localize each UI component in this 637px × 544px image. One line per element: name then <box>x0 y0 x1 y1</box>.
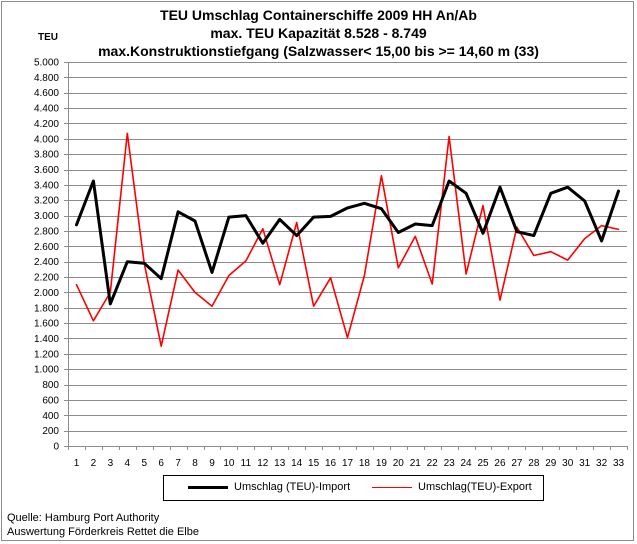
y-tick-label: 1.800 <box>34 303 59 314</box>
x-tick-label: 25 <box>477 458 489 469</box>
y-tick-label: 1.200 <box>34 349 59 360</box>
x-tick-label: 32 <box>596 458 608 469</box>
y-tick-label: 2.000 <box>34 288 59 299</box>
x-tick-label: 11 <box>241 458 252 469</box>
x-tick-label: 8 <box>192 458 198 469</box>
y-tick-label: 600 <box>42 395 59 406</box>
y-tick-label: 2.600 <box>34 242 59 253</box>
source-line-1: Quelle: Hamburg Port Authority <box>7 512 160 524</box>
axes <box>64 62 628 450</box>
x-tick-label: 21 <box>410 458 422 469</box>
y-tick-label: 800 <box>42 380 59 391</box>
y-axis-unit-label: TEU <box>38 32 58 43</box>
y-tick-label: 1.400 <box>34 334 59 345</box>
x-tick-label: 31 <box>579 458 591 469</box>
y-tick-label: 3.800 <box>34 150 59 161</box>
gridlines <box>68 62 627 432</box>
chart-title-line-3: max.Konstruktionstiefgang (Salzwasser< 1… <box>98 43 539 59</box>
x-tick-label: 5 <box>141 458 147 469</box>
legend-swatch-export <box>372 487 412 488</box>
x-tick-label: 15 <box>308 458 320 469</box>
series-lines <box>75 132 620 348</box>
x-tick-label: 16 <box>325 458 337 469</box>
y-tick-label: 2.200 <box>34 273 59 284</box>
y-tick-label: 3.600 <box>34 165 59 176</box>
legend-label-import: Umschlag (TEU)-Import <box>234 481 351 493</box>
x-tick-label: 4 <box>125 458 131 469</box>
y-tick-label: 0 <box>53 442 59 453</box>
x-tick-label: 28 <box>528 458 540 469</box>
x-tick-label: 30 <box>562 458 574 469</box>
x-tick-label: 17 <box>342 458 354 469</box>
x-tick-label: 24 <box>461 458 473 469</box>
y-tick-label: 4.000 <box>34 134 59 145</box>
y-tick-label: 1.000 <box>34 365 59 376</box>
y-tick-label: 4.600 <box>34 88 59 99</box>
x-tick-label: 14 <box>291 458 303 469</box>
legend: Umschlag (TEU)-Import Umschlag(TEU)-Expo… <box>163 475 544 501</box>
x-tick-label: 12 <box>257 458 269 469</box>
series-line-import <box>75 179 620 306</box>
series-line-export <box>75 132 620 348</box>
x-tick-label: 13 <box>274 458 286 469</box>
y-tick-labels: 0 200 400 600 800 1.000 1.200 1.400 1.600 1.800 2.… <box>34 58 59 453</box>
x-tick-label: 1 <box>74 458 80 469</box>
x-tick-label: 7 <box>175 458 181 469</box>
x-tick-label: 33 <box>613 458 625 469</box>
y-tick-label: 5.000 <box>34 58 59 69</box>
x-tick-label: 10 <box>223 458 235 469</box>
x-tick-label: 29 <box>545 458 557 469</box>
y-tick-label: 200 <box>42 426 59 437</box>
x-tick-label: 9 <box>209 458 215 469</box>
y-tick-label: 3.000 <box>34 211 59 222</box>
source-line-2: Auswertung Förderkreis Rettet die Elbe <box>7 526 199 538</box>
legend-swatch-import <box>188 486 228 489</box>
chart-title-line-1: TEU Umschlag Containerschiffe 2009 HH An… <box>160 7 477 23</box>
y-tick-label: 2.800 <box>34 226 59 237</box>
x-tick-label: 19 <box>376 458 388 469</box>
x-tick-label: 6 <box>158 458 164 469</box>
y-tick-label: 3.200 <box>34 196 59 207</box>
y-tick-label: 4.200 <box>34 119 59 130</box>
y-tick-label: 2.400 <box>34 257 59 268</box>
x-tick-label: 22 <box>427 458 439 469</box>
x-tick-label: 23 <box>444 458 456 469</box>
x-tick-label: 27 <box>511 458 523 469</box>
x-tick-label: 20 <box>393 458 405 469</box>
y-tick-label: 1.600 <box>34 319 59 330</box>
legend-label-export: Umschlag(TEU)-Export <box>418 481 532 493</box>
y-tick-label: 400 <box>42 411 59 422</box>
x-tick-label: 18 <box>359 458 371 469</box>
x-tick-label: 3 <box>108 458 114 469</box>
x-tick-label: 2 <box>91 458 97 469</box>
chart-title-line-2: max. TEU Kapazität 8.528 - 8.749 <box>210 25 427 41</box>
y-tick-label: 4.400 <box>34 104 59 115</box>
x-tick-label: 26 <box>494 458 506 469</box>
y-tick-label: 3.400 <box>34 180 59 191</box>
x-tick-labels: 1 2 3 4 5 6 7 8 9 10 11 12 13 14 15 16 17 18 19 20 21 22 23 24 2… <box>74 458 625 469</box>
y-tick-label: 4.800 <box>34 73 59 84</box>
